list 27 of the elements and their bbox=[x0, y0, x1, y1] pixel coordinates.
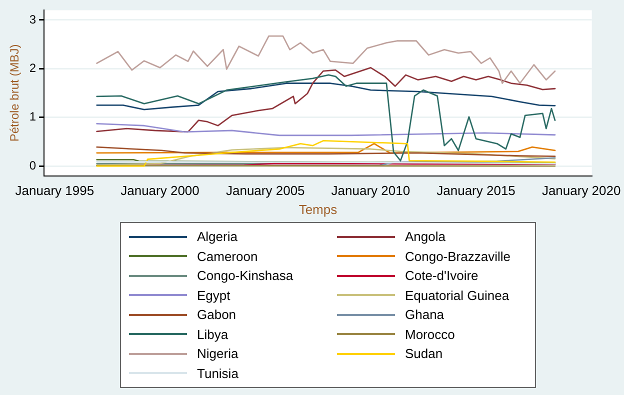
legend-label: Gabon bbox=[197, 307, 236, 322]
legend-label: Equatorial Guinea bbox=[405, 288, 510, 303]
x-tick-label: January 2005 bbox=[226, 183, 305, 198]
legend-label: Ghana bbox=[405, 307, 444, 322]
legend-label: Angola bbox=[405, 229, 446, 244]
legend-label: Cote-d'Ivoire bbox=[405, 268, 478, 284]
legend-label: Morocco bbox=[405, 326, 455, 342]
legend-label: Egypt bbox=[197, 288, 230, 303]
x-tick-label: January 1995 bbox=[15, 183, 94, 198]
y-tick-label: 3 bbox=[29, 12, 36, 26]
legend-label: Sudan bbox=[405, 346, 443, 362]
legend-label: Algeria bbox=[197, 229, 238, 244]
x-tick-label: January 2010 bbox=[331, 183, 410, 198]
legend-label: Congo-Brazzaville bbox=[405, 248, 510, 264]
y-tick-label: 0 bbox=[29, 158, 36, 172]
x-tick-label: January 2015 bbox=[436, 183, 516, 198]
x-tick-label: January 2020 bbox=[542, 183, 621, 198]
legend-label: Libya bbox=[197, 326, 228, 342]
legend-label: Cameroon bbox=[197, 248, 258, 264]
legend-label: Nigeria bbox=[197, 346, 238, 362]
y-tick-label: 1 bbox=[29, 110, 36, 124]
legend-label: Tunisia bbox=[197, 366, 238, 381]
x-tick-label: January 2000 bbox=[120, 183, 200, 198]
y-axis-title: Pétrole brut (MBJ) bbox=[8, 44, 22, 142]
x-axis-title: Temps bbox=[298, 202, 338, 217]
y-tick-label: 2 bbox=[29, 60, 36, 75]
legend-label: Congo-Kinshasa bbox=[197, 268, 294, 284]
